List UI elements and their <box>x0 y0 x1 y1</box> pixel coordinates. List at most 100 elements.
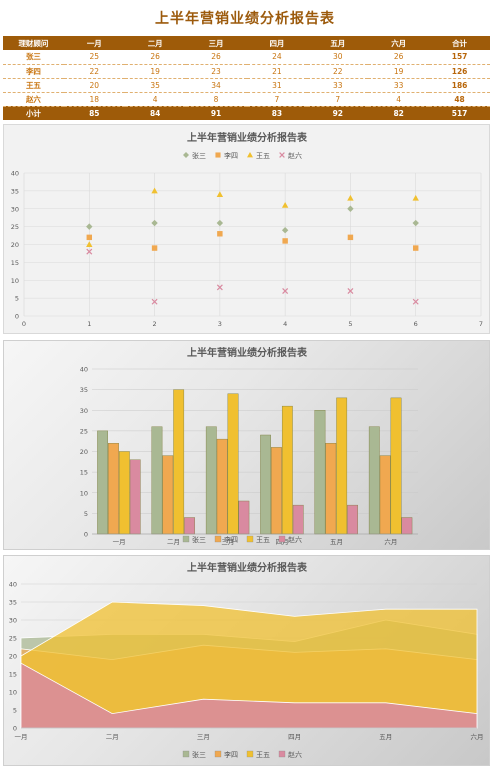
header-apr: 四月 <box>246 36 308 50</box>
table-cell: 24 <box>246 50 308 65</box>
legend-swatch <box>278 750 286 758</box>
legend-swatch <box>182 535 190 543</box>
bar <box>227 393 239 535</box>
y-tick-label: 35 <box>9 599 17 607</box>
bar <box>151 426 163 535</box>
summary-cell: 92 <box>307 106 369 120</box>
bar <box>162 455 174 535</box>
data-point <box>347 234 354 241</box>
bar <box>173 389 185 535</box>
table-cell: 7 <box>307 92 369 107</box>
sales-table: 理财顾问 一月 二月 三月 四月 五月 六月 合计 张三 25 26 26 24… <box>3 36 490 120</box>
table-cell: 31 <box>246 78 308 93</box>
bar <box>336 397 348 535</box>
table-cell: 7 <box>246 92 308 107</box>
area-series <box>20 601 478 729</box>
y-tick-label: 5 <box>84 510 88 518</box>
y-tick-label: 10 <box>80 489 88 497</box>
bar <box>368 426 380 535</box>
data-point <box>281 201 289 208</box>
legend-label: 赵六 <box>288 151 302 160</box>
data-point <box>412 245 419 251</box>
area-chart-panel: 上半年营销业绩分析报告表 0 5 10 15 20 25 30 35 40 一月 二月 三月 四月 五月 六月… <box>3 555 490 766</box>
table-cell: 20 <box>63 78 125 93</box>
legend-label: 李四 <box>224 151 238 160</box>
bar <box>325 443 337 535</box>
data-point <box>282 238 288 244</box>
y-tick-label: 20 <box>9 653 17 661</box>
data-point <box>282 287 289 294</box>
summary-label: 小计 <box>3 106 64 120</box>
header-advisor: 理财顾问 <box>3 36 64 50</box>
x-tick-label: 五月 <box>379 733 392 741</box>
bar <box>390 397 402 535</box>
data-point <box>347 287 354 294</box>
legend-label: 张三 <box>192 151 206 160</box>
chart-title: 上半年营销业绩分析报告表 <box>187 346 308 359</box>
bar <box>260 434 271 535</box>
table-cell: 22 <box>307 64 369 79</box>
x-tick-label: 一月 <box>15 733 28 741</box>
legend-marker <box>279 152 285 158</box>
data-point <box>412 219 419 227</box>
x-tick-label: 3 <box>218 320 222 328</box>
table-cell: 35 <box>124 78 186 93</box>
data-point <box>412 194 419 201</box>
x-tick-label: 三月 <box>197 733 210 741</box>
chart-title: 上半年营销业绩分析报告表 <box>187 131 308 144</box>
legend-swatch <box>246 750 254 758</box>
legend-label: 张三 <box>192 750 206 759</box>
x-tick-label: 1 <box>87 320 91 328</box>
summary-cell: 91 <box>185 106 247 120</box>
header-feb: 二月 <box>124 36 186 50</box>
bar <box>281 405 293 535</box>
y-tick-label: 5 <box>15 295 19 303</box>
x-tick-label: 六月 <box>384 537 397 546</box>
bar <box>401 517 413 535</box>
y-tick-label: 10 <box>11 277 19 285</box>
table-cell: 26 <box>124 50 186 65</box>
bar <box>184 517 195 535</box>
table-row: 赵六 18 4 8 7 7 4 48 <box>3 92 490 107</box>
x-tick-label: 五月 <box>330 538 343 546</box>
x-tick-label: 6 <box>414 320 418 328</box>
legend-label: 王五 <box>256 152 270 160</box>
x-tick-label: 2 <box>153 320 157 328</box>
bar <box>129 459 141 535</box>
table-cell: 18 <box>63 92 125 107</box>
bar <box>216 438 228 535</box>
row-name: 李四 <box>3 64 64 79</box>
data-point <box>86 248 93 255</box>
data-point <box>151 245 158 251</box>
legend-label: 王五 <box>256 751 270 759</box>
data-point <box>86 241 93 248</box>
table-cell: 33 <box>368 78 430 93</box>
data-point <box>216 284 223 291</box>
row-total: 157 <box>429 50 490 65</box>
legend-marker <box>247 152 253 158</box>
header-total: 合计 <box>429 36 490 50</box>
y-tick-label: 35 <box>11 187 19 195</box>
table-cell: 21 <box>246 64 308 79</box>
summary-cell: 84 <box>124 106 186 120</box>
x-tick-label: 7 <box>479 320 483 328</box>
area-series <box>20 662 478 729</box>
bar-chart: 上半年营销业绩分析报告表0510152025303540一月二月三月四月五月六月… <box>80 346 418 546</box>
legend-marker <box>183 152 189 158</box>
header-may: 五月 <box>307 36 369 50</box>
row-name: 王五 <box>3 78 64 93</box>
x-tick-label: 0 <box>22 320 26 328</box>
table-cell: 26 <box>185 50 247 65</box>
data-point <box>347 205 354 212</box>
legend-label: 张三 <box>192 535 206 544</box>
data-point <box>216 219 224 227</box>
bar <box>347 504 358 535</box>
data-point <box>151 187 158 194</box>
table-cell: 30 <box>307 50 369 65</box>
y-tick-label: 25 <box>9 635 17 643</box>
bar <box>97 430 109 535</box>
x-tick-label: 5 <box>348 320 352 328</box>
header-mar: 三月 <box>185 36 247 50</box>
y-tick-label: 40 <box>11 170 19 178</box>
y-tick-label: 35 <box>80 386 88 394</box>
